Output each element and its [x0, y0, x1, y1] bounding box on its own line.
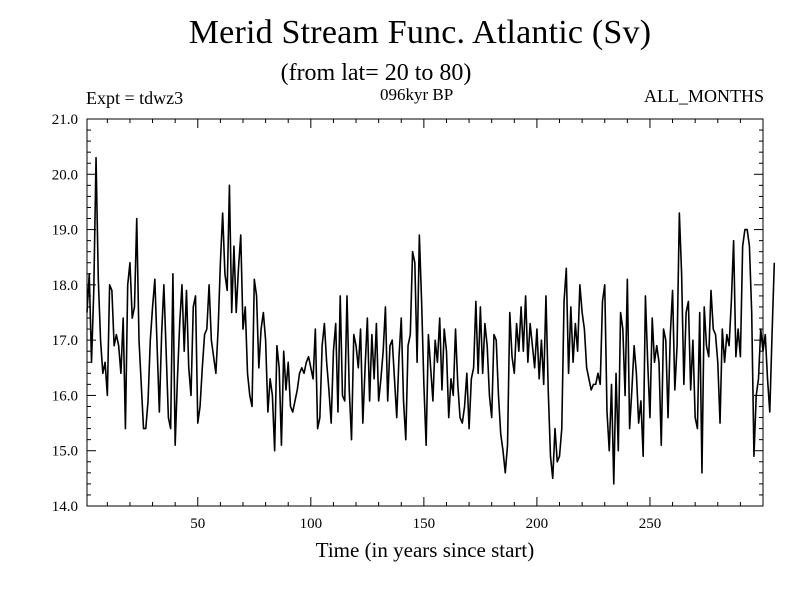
tick-labels: 14.0 15.0 16.0 17.0 18.0 19.0 20.0 21.0 50 100 150… [52, 112, 661, 532]
y-tick-label: 21.0 [52, 112, 78, 128]
axis-ticks [87, 118, 764, 507]
y-tick-label: 20.0 [52, 167, 78, 183]
chart-subtitle: (from lat= 20 to 80) [280, 60, 472, 86]
months-label: ALL_MONTHS [644, 86, 764, 106]
y-tick-label: 17.0 [52, 333, 78, 349]
series-line [86, 156, 776, 485]
x-tick-label: 250 [639, 516, 662, 532]
experiment-label: Expt = tdwz3 [86, 88, 184, 108]
x-axis-title: Time (in years since start) [316, 538, 535, 562]
y-tick-label: 18.0 [52, 278, 78, 294]
y-tick-label: 14.0 [52, 499, 78, 515]
plot-frame [86, 118, 764, 507]
x-tick-label: 150 [413, 516, 436, 532]
period-label: 096kyr BP [380, 85, 454, 104]
x-tick-label: 50 [190, 516, 205, 532]
chart-title: Merid Stream Func. Atlantic (Sv) [188, 14, 652, 51]
x-tick-label: 200 [526, 516, 549, 532]
x-tick-label: 100 [300, 516, 323, 532]
y-tick-label: 16.0 [52, 388, 78, 404]
y-tick-label: 15.0 [52, 444, 78, 460]
y-tick-label: 19.0 [52, 223, 78, 239]
